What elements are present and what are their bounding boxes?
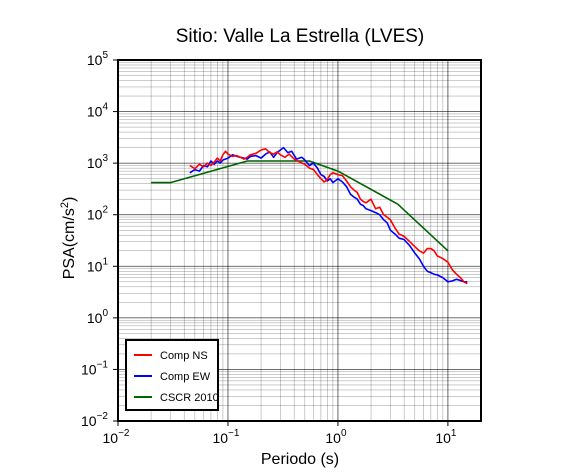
grid [117,59,482,422]
legend-label-comp-ns: Comp NS [160,350,208,362]
x-axis-label: Periodo (s) [261,451,339,468]
y-tick-label: 105 [87,50,109,68]
y-axis-label: PSA(cm/s2) [59,197,78,280]
plot-frame [117,59,482,422]
legend-label-comp-ew: Comp EW [160,371,211,383]
y-tick-label: 102 [87,205,109,223]
series-lines [151,146,468,285]
y-tick-label: 10−2 [81,411,108,429]
series-line-comp-ns [189,148,468,285]
y-tick-label: 103 [87,153,109,171]
y-tick-label: 100 [87,308,109,326]
y-axis-ticks: 10−2 10−1 100 101 102 103 104 105 [81,50,118,429]
legend-label-cscr-2010: CSCR 2010 [160,392,219,404]
x-tick-label: 100 [325,428,347,446]
y-tick-label: 104 [87,102,109,120]
y-tick-label: 101 [87,256,109,274]
x-tick-label: 10−2 [103,428,130,446]
x-axis-ticks: 10−2 10−1 100 101 [103,421,457,446]
legend: Comp NS Comp EW CSCR 2010 [125,339,219,411]
series-line-cscr-2010 [151,160,449,252]
x-tick-label: 10−1 [212,428,239,446]
chart-title: Sitio: Valle La Estrella (LVES) [176,26,425,47]
y-tick-label: 10−1 [81,359,108,377]
x-tick-label: 101 [435,428,457,446]
